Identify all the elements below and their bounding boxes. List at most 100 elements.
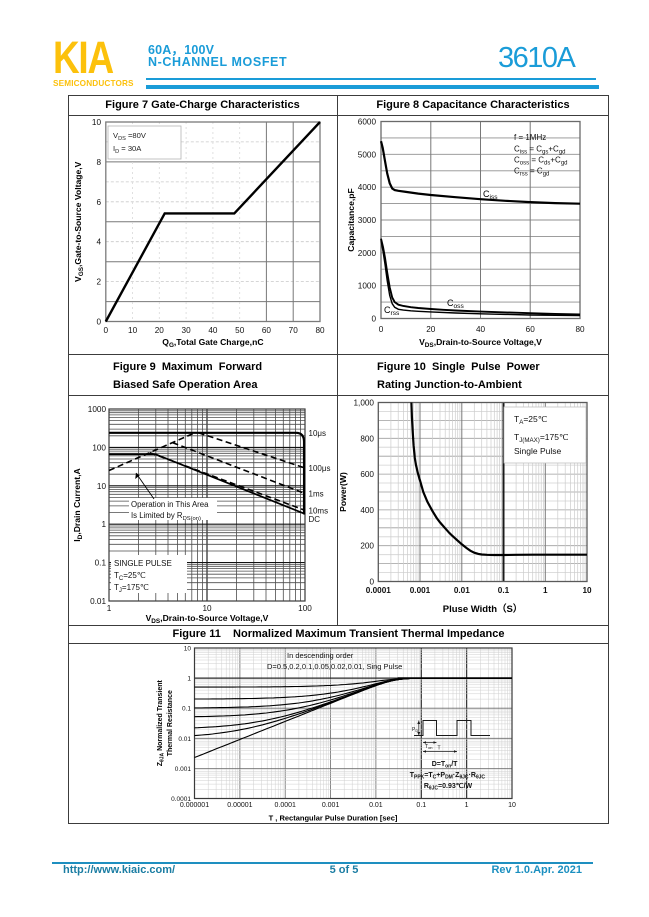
svg-text:T , Rectangular Pulse Duration: T , Rectangular Pulse Duration [sec] — [269, 814, 398, 823]
svg-text:TC=25℃: TC=25℃ — [114, 571, 146, 582]
svg-text:60: 60 — [262, 326, 272, 335]
svg-text:0.001: 0.001 — [175, 766, 192, 773]
svg-text:5000: 5000 — [358, 150, 377, 159]
svg-text:0.1: 0.1 — [95, 559, 107, 568]
svg-text:4000: 4000 — [358, 183, 377, 192]
svg-text:10: 10 — [508, 802, 516, 809]
svg-text:0: 0 — [104, 326, 109, 335]
svg-text:TJ=175℃: TJ=175℃ — [114, 583, 149, 594]
svg-text:10: 10 — [582, 586, 592, 595]
svg-text:1: 1 — [107, 604, 112, 613]
svg-text:0.01: 0.01 — [90, 597, 106, 606]
svg-text:Coss = Cds+Cgd: Coss = Cds+Cgd — [514, 156, 568, 167]
svg-text:RθJC=0.93℃/W: RθJC=0.93℃/W — [424, 782, 473, 792]
svg-text:6000: 6000 — [358, 118, 377, 127]
svg-text:100μs: 100μs — [309, 464, 331, 473]
svg-text:0.1: 0.1 — [182, 706, 191, 713]
svg-text:0.0001: 0.0001 — [274, 802, 296, 809]
svg-text:0.1: 0.1 — [498, 586, 510, 595]
svg-text:100: 100 — [92, 443, 106, 452]
svg-text:10ms: 10ms — [309, 506, 329, 515]
svg-text:ID = 30A: ID = 30A — [113, 144, 142, 155]
svg-text:T: T — [438, 746, 441, 752]
svg-text:4: 4 — [96, 238, 101, 247]
svg-text:DC: DC — [309, 515, 321, 524]
svg-text:40: 40 — [476, 325, 486, 334]
svg-text:100: 100 — [298, 604, 312, 613]
svg-text:80: 80 — [575, 325, 585, 334]
svg-text:70: 70 — [289, 326, 299, 335]
svg-text:0.01: 0.01 — [454, 586, 470, 595]
svg-text:10: 10 — [202, 604, 212, 613]
svg-text:Crss: Crss — [384, 305, 400, 317]
svg-text:TA=25℃: TA=25℃ — [514, 414, 548, 426]
svg-text:1: 1 — [465, 802, 469, 809]
svg-text:1000: 1000 — [88, 405, 107, 414]
svg-text:QG,Total Gate Charge,nC: QG,Total Gate Charge,nC — [162, 337, 263, 349]
svg-text:50: 50 — [235, 326, 245, 335]
svg-text:Operation in This Area: Operation in This Area — [131, 500, 209, 509]
svg-text:1ms: 1ms — [309, 490, 324, 499]
svg-text:Coss: Coss — [447, 298, 464, 310]
svg-text:0.000001: 0.000001 — [180, 802, 209, 809]
svg-text:0.001: 0.001 — [410, 586, 431, 595]
svg-text:Crss = Cgd: Crss = Cgd — [514, 167, 549, 178]
svg-text:f = 1MHz: f = 1MHz — [514, 133, 546, 142]
svg-text:0.1: 0.1 — [416, 802, 426, 809]
svg-text:10: 10 — [184, 646, 192, 653]
svg-text:0: 0 — [371, 315, 376, 324]
svg-text:VDS,Drain-to-Source Voltage,V: VDS,Drain-to-Source Voltage,V — [146, 613, 269, 625]
svg-text:D=Ton/T: D=Ton/T — [432, 761, 458, 770]
svg-text:0.00001: 0.00001 — [227, 802, 252, 809]
svg-text:20: 20 — [155, 326, 165, 335]
svg-text:10μs: 10μs — [309, 429, 327, 438]
svg-text:In descending order: In descending order — [287, 651, 354, 660]
svg-text:1,000: 1,000 — [354, 399, 375, 408]
svg-text:2: 2 — [96, 278, 101, 287]
svg-text:Ciss = Cgs+Cgd: Ciss = Cgs+Cgd — [514, 145, 566, 156]
svg-text:60: 60 — [526, 325, 536, 334]
svg-text:VDS =80V: VDS =80V — [113, 131, 147, 142]
svg-text:VGS,Gate-to-Source Voltage,V: VGS,Gate-to-Source Voltage,V — [73, 161, 85, 282]
svg-text:SINGLE PULSE: SINGLE PULSE — [114, 559, 172, 568]
svg-text:10: 10 — [97, 482, 107, 491]
svg-text:30: 30 — [182, 326, 192, 335]
svg-text:10: 10 — [92, 118, 102, 127]
svg-text:20: 20 — [426, 325, 436, 334]
svg-text:ID,Drain Current,A: ID,Drain Current,A — [72, 468, 84, 541]
svg-text:1000: 1000 — [358, 282, 377, 291]
svg-text:Thermal Resistance: Thermal Resistance — [167, 690, 174, 756]
svg-text:Pluse Width（S）: Pluse Width（S） — [443, 603, 523, 615]
svg-text:PD: PD — [412, 727, 418, 733]
svg-text:8: 8 — [96, 158, 101, 167]
svg-text:10: 10 — [128, 326, 138, 335]
svg-text:0: 0 — [369, 578, 374, 587]
svg-text:1: 1 — [101, 520, 106, 529]
svg-text:400: 400 — [360, 506, 374, 515]
svg-text:0.0001: 0.0001 — [171, 796, 191, 803]
svg-text:ZθJA Normalized Transient: ZθJA Normalized Transient — [157, 679, 166, 766]
svg-text:0: 0 — [96, 318, 101, 327]
svg-text:VDS,Drain-to-Source Voltage,V: VDS,Drain-to-Source Voltage,V — [419, 337, 542, 349]
svg-text:6: 6 — [96, 198, 101, 207]
svg-text:1: 1 — [187, 676, 191, 683]
svg-text:Capacitance,pF: Capacitance,pF — [346, 188, 356, 252]
svg-text:2000: 2000 — [358, 249, 377, 258]
svg-text:0.0001: 0.0001 — [366, 586, 391, 595]
svg-text:600: 600 — [360, 470, 374, 479]
svg-text:D=0.5,0.2,0.1,0.05,0.02,0.01,: D=0.5,0.2,0.1,0.05,0.02,0.01, Sing Pulse — [267, 662, 402, 671]
svg-text:0.001: 0.001 — [322, 802, 340, 809]
svg-text:80: 80 — [315, 326, 325, 335]
svg-text:Ton: Ton — [425, 744, 433, 750]
svg-text:0: 0 — [379, 325, 384, 334]
svg-text:40: 40 — [208, 326, 218, 335]
svg-text:TPPK=TC+PDM·ZθJC·RθJC: TPPK=TC+PDM·ZθJC·RθJC — [410, 772, 486, 781]
svg-text:3000: 3000 — [358, 216, 377, 225]
svg-text:Is Limited by RDS(on): Is Limited by RDS(on) — [131, 511, 201, 522]
svg-text:0.01: 0.01 — [369, 802, 383, 809]
svg-text:Power(W): Power(W) — [338, 472, 348, 512]
svg-text:1: 1 — [543, 586, 548, 595]
svg-text:200: 200 — [360, 542, 374, 551]
svg-text:Single Pulse: Single Pulse — [514, 446, 562, 456]
svg-text:0.01: 0.01 — [178, 736, 191, 743]
